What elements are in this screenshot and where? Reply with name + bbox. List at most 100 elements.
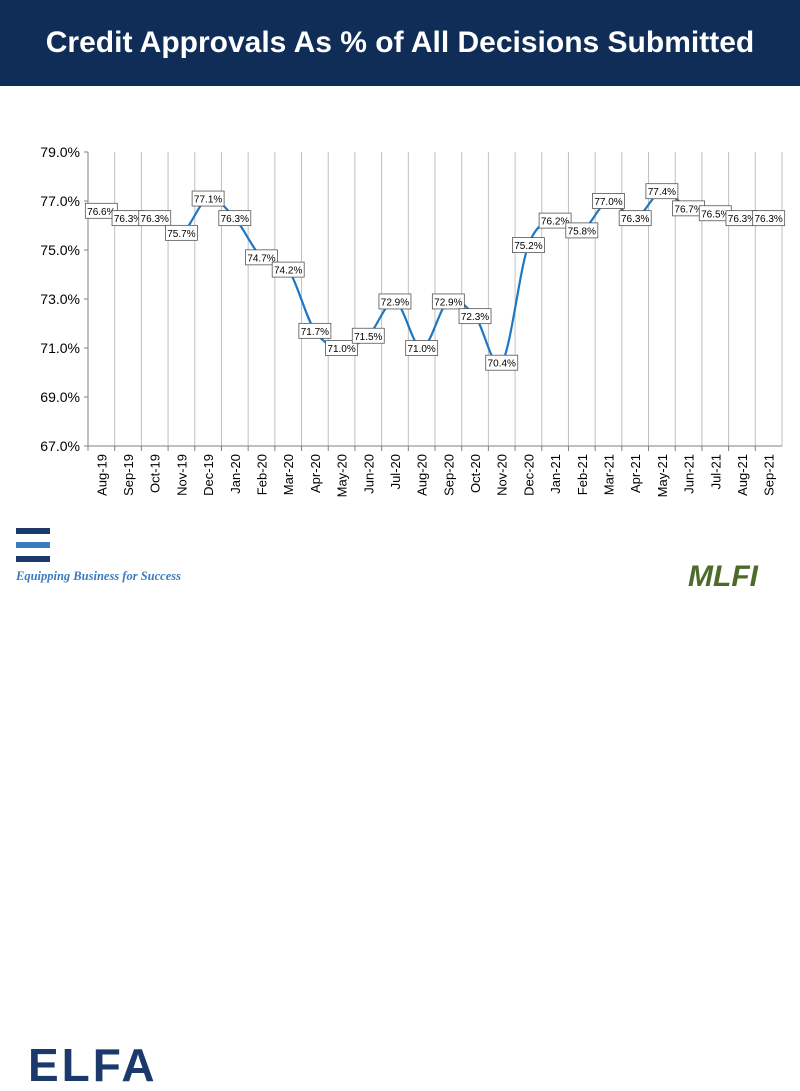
data-label-box xyxy=(325,340,358,356)
data-label-box xyxy=(618,210,652,227)
data-label: 76.3% xyxy=(218,210,252,227)
x-tick-label: May-21 xyxy=(655,454,670,497)
data-label-box xyxy=(752,210,786,227)
x-tick-label: Nov-20 xyxy=(495,454,510,496)
data-label-box xyxy=(245,249,278,266)
x-tick-label: Apr-20 xyxy=(308,454,323,493)
y-tick-label: 79.0% xyxy=(40,144,80,160)
x-tick-label: Aug-21 xyxy=(735,454,750,496)
data-label-text: 77.0% xyxy=(594,197,622,208)
data-label: 70.4% xyxy=(485,354,519,371)
x-tick-label: Apr-21 xyxy=(628,454,643,493)
x-tick-label: May-20 xyxy=(335,454,350,497)
data-label-text: 76.3% xyxy=(114,214,142,225)
data-label-text: 75.8% xyxy=(568,226,596,237)
data-label-text: 71.7% xyxy=(301,327,329,338)
data-label: 77.0% xyxy=(592,193,625,209)
data-label-text: 76.5% xyxy=(701,209,729,220)
data-label-box xyxy=(378,293,412,310)
data-label: 71.0% xyxy=(405,340,439,356)
data-label: 71.7% xyxy=(298,322,332,339)
data-label: 76.5% xyxy=(698,205,732,222)
x-tick-label: Mar-20 xyxy=(281,454,296,495)
x-tick-label: Feb-20 xyxy=(255,454,270,495)
y-tick-label: 73.0% xyxy=(40,291,80,307)
mlfi-logo: MLFI xyxy=(688,560,758,593)
data-label-text: 76.3% xyxy=(221,214,249,225)
data-label-box xyxy=(485,354,519,371)
x-tick-label: Oct-19 xyxy=(148,454,163,493)
data-label-box xyxy=(165,224,198,241)
data-label-text: 72.3% xyxy=(461,312,489,323)
elfa-logo-text: ELFA xyxy=(28,1039,158,1091)
data-label: 76.6% xyxy=(84,202,118,219)
data-label-text: 76.3% xyxy=(728,214,756,225)
data-label-text: 77.4% xyxy=(648,187,676,198)
data-label-text: 76.3% xyxy=(621,214,649,225)
x-tick-label: Jun-20 xyxy=(361,454,376,494)
x-tick-label: Sep-20 xyxy=(441,454,456,496)
page-title: Credit Approvals As % of All Decisions S… xyxy=(45,26,755,59)
data-label: 77.1% xyxy=(191,190,225,207)
data-label: 74.2% xyxy=(271,261,305,278)
x-tick-label: Aug-20 xyxy=(415,454,430,496)
x-tick-label: Oct-20 xyxy=(468,454,483,493)
x-tick-label: Jul-20 xyxy=(388,454,403,489)
data-label-text: 71.5% xyxy=(354,332,382,343)
x-tick-label: Jan-21 xyxy=(548,454,563,494)
data-label-box xyxy=(138,210,172,227)
x-tick-label: Aug-19 xyxy=(94,454,109,496)
x-tick-label: Jul-21 xyxy=(708,454,723,489)
data-label-layer: 76.6%76.3%76.3%75.7%77.1%76.3%74.7%74.2%… xyxy=(84,183,786,371)
data-label-text: 74.2% xyxy=(274,266,302,277)
data-label: 71.5% xyxy=(351,327,385,344)
data-label-text: 70.4% xyxy=(488,359,516,370)
x-tick-label: Jan-20 xyxy=(228,454,243,494)
data-label-text: 76.3% xyxy=(141,214,169,225)
data-label-box xyxy=(271,261,305,278)
x-tick-label: Sep-19 xyxy=(121,454,136,496)
data-label-text: 76.6% xyxy=(87,207,115,218)
x-tick-label: Jun-21 xyxy=(682,454,697,494)
data-label-text: 76.3% xyxy=(754,214,782,225)
data-label-box xyxy=(351,327,385,344)
data-label-text: 76.7% xyxy=(674,204,702,215)
y-tick-label: 75.0% xyxy=(40,242,80,258)
data-label: 75.8% xyxy=(565,222,599,239)
x-tick-label: Feb-21 xyxy=(575,454,590,495)
data-label-box xyxy=(592,193,625,209)
x-tick-label: Mar-21 xyxy=(602,454,617,495)
data-label: 76.3% xyxy=(752,210,786,227)
data-label-box xyxy=(191,190,225,207)
data-label-text: 74.7% xyxy=(247,253,275,264)
data-label-box xyxy=(565,222,599,239)
data-label-box xyxy=(298,322,332,339)
data-label-box xyxy=(405,340,439,356)
data-label-text: 75.2% xyxy=(514,241,542,252)
data-label: 76.3% xyxy=(618,210,652,227)
y-tick-label: 77.0% xyxy=(40,193,80,209)
data-label: 76.2% xyxy=(538,212,572,229)
data-label-box xyxy=(431,293,465,310)
data-label-box xyxy=(512,237,545,254)
data-label-text: 71.0% xyxy=(407,344,435,355)
x-tick-label: Nov-19 xyxy=(174,454,189,496)
data-label: 77.4% xyxy=(645,183,679,200)
data-label-text: 77.1% xyxy=(194,195,222,206)
y-tick-label: 71.0% xyxy=(40,340,80,356)
data-label-box xyxy=(538,212,572,229)
x-tick-label: Dec-20 xyxy=(521,454,536,496)
axis-layer: 79.0% 77.0% 75.0% 73.0% 71.0% 69.0% 67.0% Aug-1… xyxy=(40,144,782,497)
data-label: 76.3% xyxy=(138,210,172,227)
data-label-text: 75.7% xyxy=(167,229,195,240)
data-label-box xyxy=(458,308,492,325)
y-tick-label: 69.0% xyxy=(40,389,80,405)
x-tick-label: Dec-19 xyxy=(201,454,216,496)
title-bar: Credit Approvals As % of All Decisions S… xyxy=(0,0,800,86)
data-label-text: 71.0% xyxy=(327,344,355,355)
data-label: 71.0% xyxy=(325,340,358,356)
data-label: 72.9% xyxy=(431,293,465,310)
data-label: 72.3% xyxy=(458,308,492,325)
data-label: 75.2% xyxy=(512,237,545,254)
data-label: 74.7% xyxy=(245,249,278,266)
